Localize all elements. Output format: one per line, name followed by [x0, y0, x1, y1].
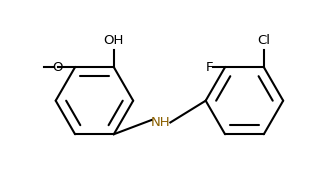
- Text: NH: NH: [151, 116, 171, 129]
- Text: F: F: [206, 61, 213, 74]
- Text: Cl: Cl: [257, 34, 270, 47]
- Text: O: O: [52, 61, 63, 74]
- Text: OH: OH: [104, 34, 124, 47]
